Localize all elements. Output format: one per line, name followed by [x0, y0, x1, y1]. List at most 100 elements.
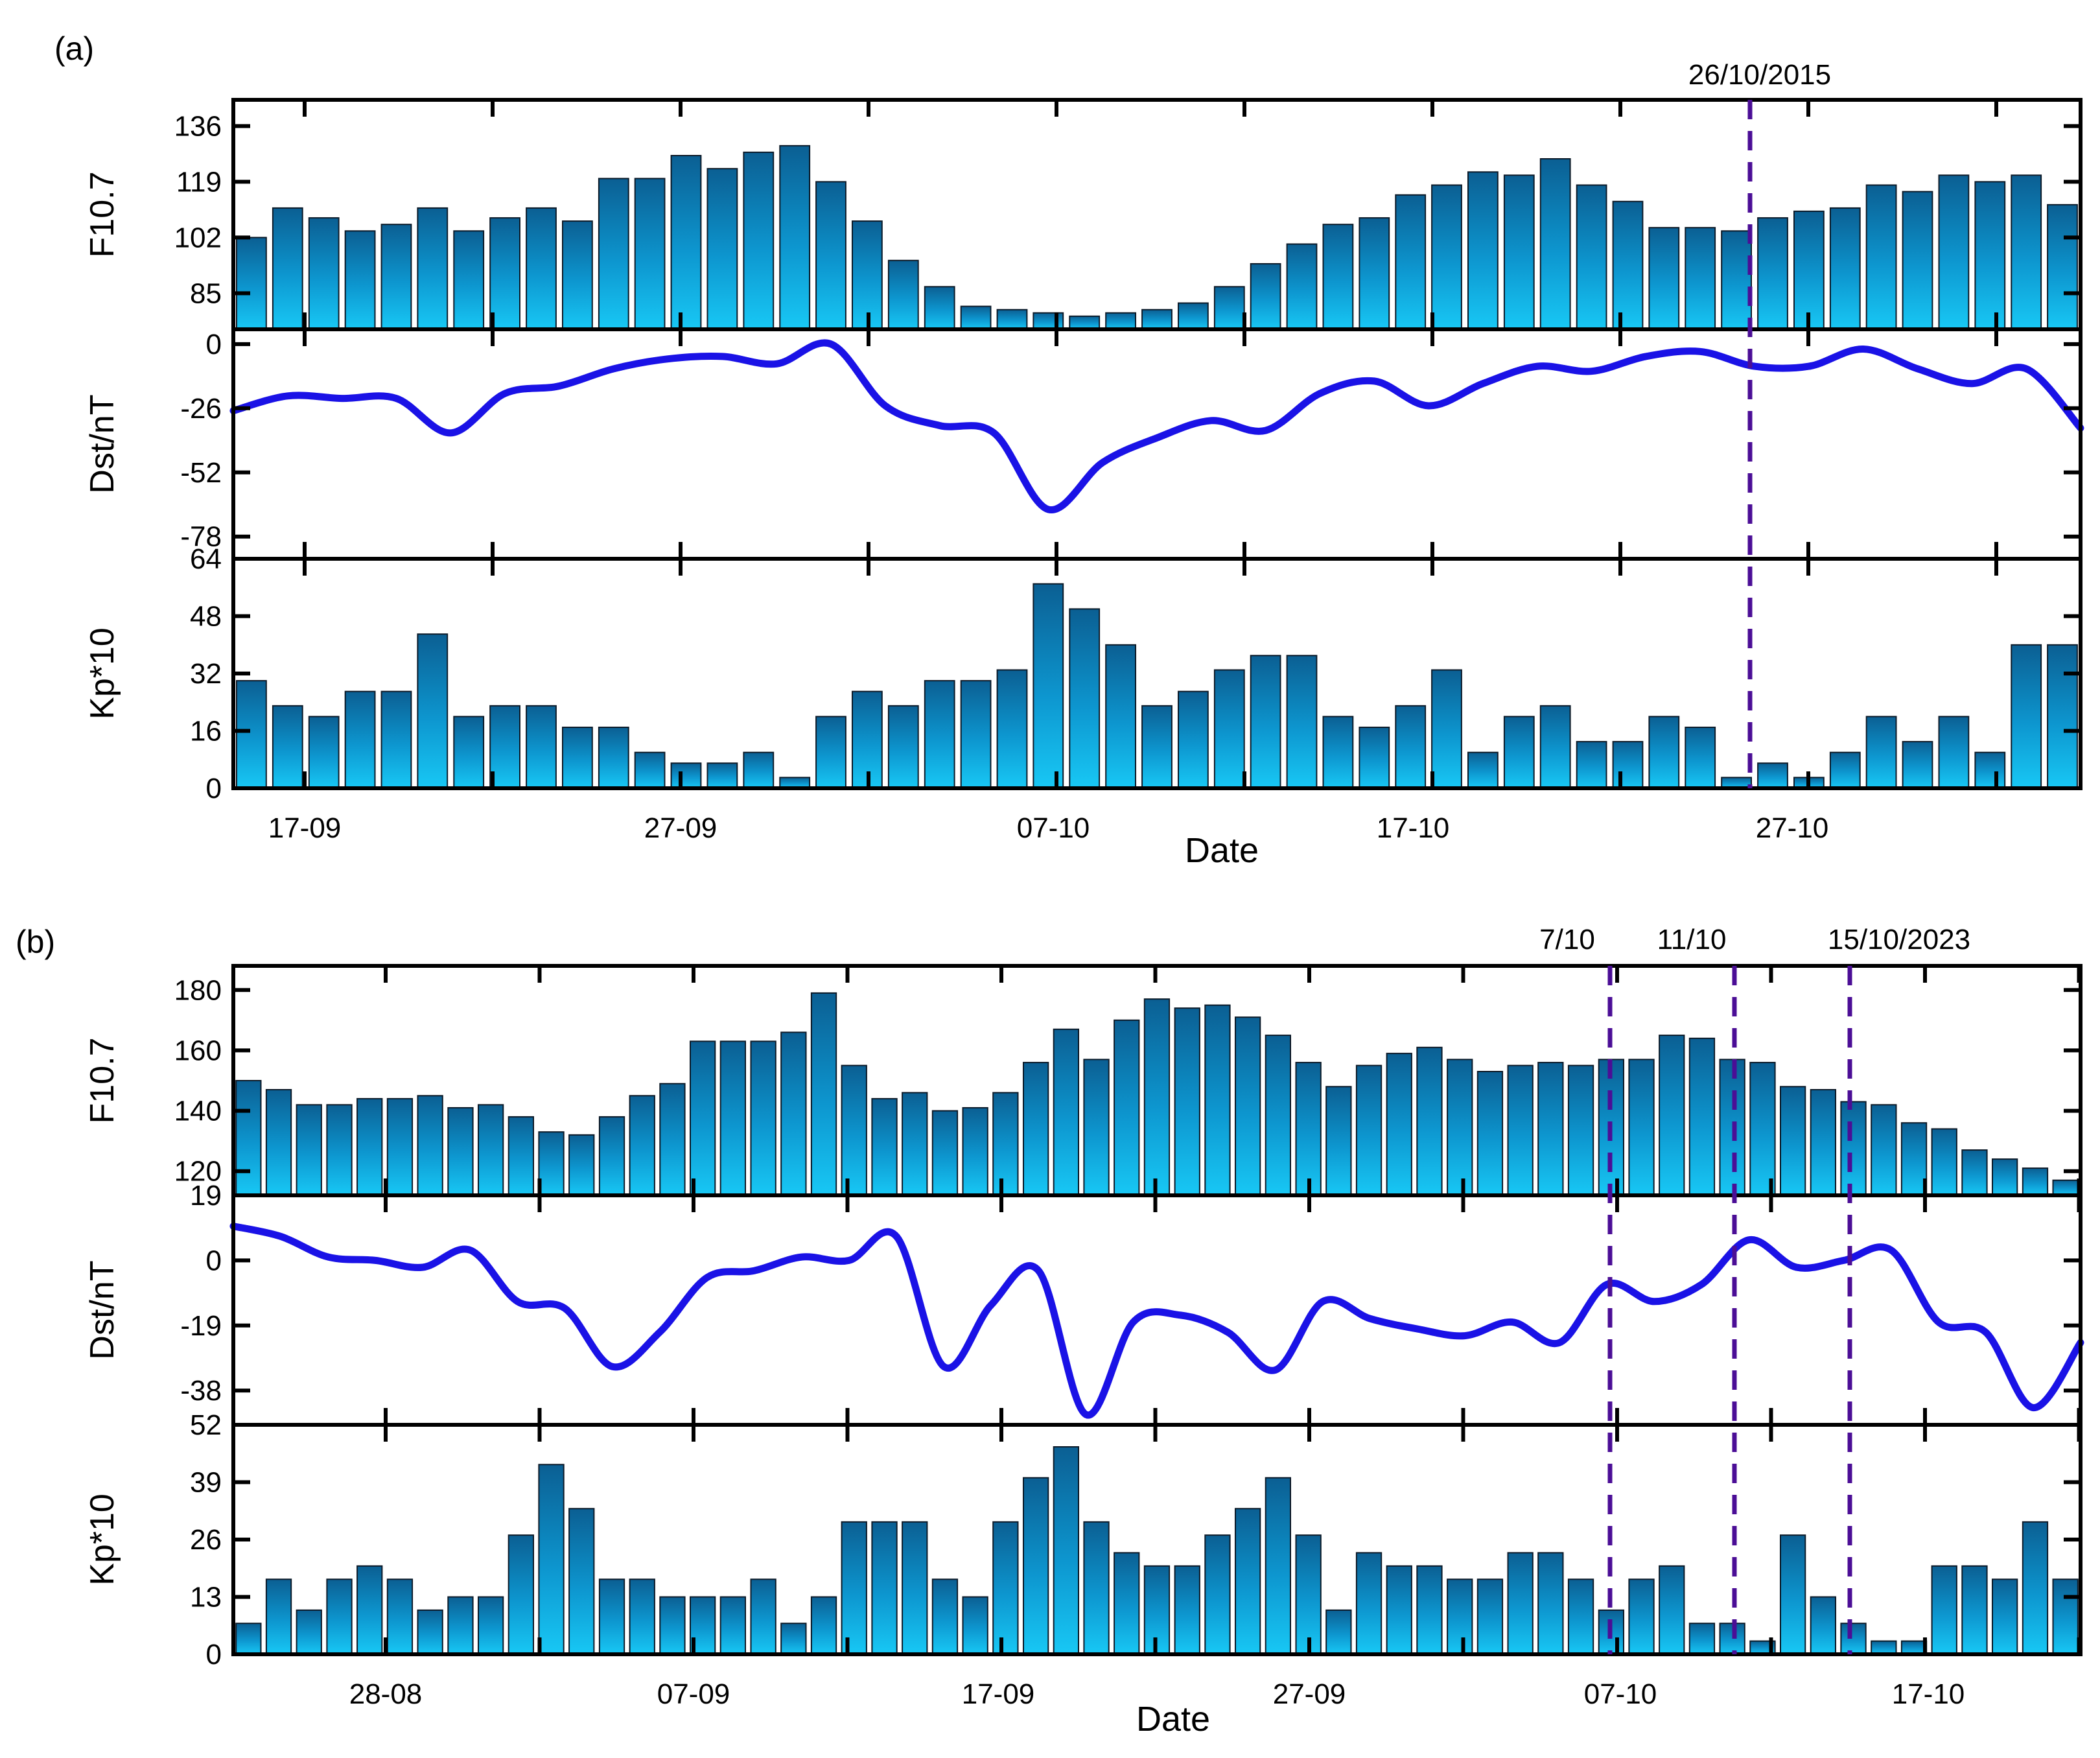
panel-b-kp-bar	[1871, 1640, 1897, 1656]
panel-a-kp-ylabel: Kp*10	[84, 627, 121, 720]
panel-b-f107-bar	[659, 1083, 686, 1196]
panel-a-f107-bar	[526, 207, 557, 330]
panel-b-f107-yticks: 120 140 160 180	[174, 974, 2081, 1188]
panel-b-f107-bar	[1780, 1086, 1806, 1197]
panel-a-x-tick-labels: 17-09 27-09 07-10 17-10 27-10	[268, 812, 1829, 844]
panel-b-kp-bar	[1628, 1578, 1655, 1656]
panel-b-kp-bar	[659, 1596, 686, 1655]
panel-a-kp-bar	[1359, 727, 1390, 789]
panel-b-kp-bar	[1992, 1578, 2018, 1656]
panel-b-f107-bar	[2052, 1179, 2079, 1196]
panel-b-f107-ytick-label: 120	[174, 1156, 222, 1188]
panel-b-f107-bar	[1900, 1122, 1928, 1196]
panel-a-f107-bar	[1902, 191, 1933, 330]
panel-b-dst-ytick-label: 19	[190, 1180, 222, 1212]
panel-b-f107-bar	[356, 1097, 383, 1197]
panel-b-f107-bar	[386, 1097, 414, 1197]
panel-b-kp-bar	[992, 1521, 1019, 1656]
panel-b-kp-bar	[235, 1623, 262, 1656]
panel-b-f107-bar	[810, 992, 837, 1197]
panel-b-event-label: 11/10	[1657, 924, 1727, 955]
panel-a-kp-bar	[1757, 762, 1788, 790]
panel-a-f107-bar	[1395, 194, 1427, 331]
panel-a-kp-bar	[272, 705, 303, 790]
panel-b-f107-bar	[326, 1104, 353, 1197]
panel-b-f107-bar	[1416, 1046, 1443, 1197]
panel-a-kp-bar	[380, 690, 412, 789]
panel-a-f107-bar	[1286, 243, 1318, 330]
panel-a-dst-ytick-label: -78	[180, 521, 222, 553]
panel-a-xlabel: Date	[1185, 831, 1259, 870]
panel-b-kp-bar	[2052, 1578, 2079, 1656]
panel-a-kp-bar	[417, 633, 449, 790]
panel-b-kp-bar	[962, 1596, 988, 1655]
panel-b-kp-bar	[902, 1521, 928, 1656]
panel-b-kp-bar	[2022, 1521, 2049, 1656]
panel-a-f107-bar	[1757, 217, 1788, 330]
panel-a-f107-bar	[924, 286, 955, 330]
panel-a-x-tick-label: 17-10	[1377, 812, 1450, 844]
panel-b-f107-bar	[1143, 998, 1171, 1196]
panel-b-kp-bars	[235, 1446, 2079, 1656]
panel-b-kp-ytick-label: 39	[190, 1467, 222, 1499]
panel-a-kp-bar	[960, 680, 992, 789]
panel-a-x-tick-label: 27-09	[644, 812, 718, 844]
panel-b-f107-bar	[1992, 1158, 2018, 1196]
panel-b-f107-bar	[1537, 1062, 1564, 1196]
panel-b-kp-subplot: 0 13 26 39 52 Kp*10	[84, 1409, 2082, 1670]
panel-a-event-label: 26/10/2015	[1688, 59, 1831, 91]
panel-a-kp-bars	[236, 583, 2078, 790]
panel-b-f107-bar	[478, 1104, 504, 1197]
panel-b-kp-bar	[871, 1521, 898, 1656]
panel-a-f107-bar	[1793, 210, 1825, 330]
panel-b-dst-line	[229, 1223, 2084, 1419]
panel-b-f107-bars	[235, 992, 2079, 1197]
panel-b-kp-bar	[568, 1508, 595, 1656]
panel-b-f107-bar	[1659, 1035, 1685, 1196]
panel-a-kp-bar	[743, 751, 775, 789]
panel-b-kp-bar	[1961, 1565, 1988, 1656]
panel-a-f107-bars	[236, 145, 2078, 331]
panel-a-kp-bar	[1539, 705, 1571, 790]
panel-a-f107-bar	[815, 181, 846, 330]
panel-b-f107-bar	[992, 1092, 1019, 1196]
panel-a-f107-bar	[634, 178, 666, 330]
panel-a-kp-bar	[2011, 644, 2042, 790]
panel-a-f107-bar	[1467, 171, 1499, 330]
panel-b-kp-bar	[1174, 1565, 1200, 1656]
panel-a-kp-bar	[1865, 716, 1897, 790]
panel-a-x-ticks	[303, 100, 1998, 788]
panel-b-f107-bar	[841, 1064, 867, 1196]
panel-b-f107-bar	[1840, 1101, 1867, 1196]
panel-b-f107-bar	[1053, 1028, 1079, 1197]
panel-b-f107-bar	[902, 1092, 928, 1196]
panel-b-kp-ytick-label: 0	[206, 1639, 222, 1670]
panel-a-f107-bar	[1539, 158, 1571, 330]
panel-b-f107-bar	[1325, 1086, 1352, 1197]
panel-b-f107-bar	[2022, 1167, 2049, 1196]
panel-b-kp-bar	[447, 1596, 474, 1655]
panel-a-f107-bar	[1685, 227, 1716, 331]
panel-a-f107-bar	[960, 305, 992, 331]
panel-a-kp-bar	[236, 680, 267, 789]
panel-a-kp-bar	[1685, 727, 1716, 789]
panel-b-kp-bar	[1355, 1552, 1382, 1655]
panel-a-kp-bar	[670, 762, 702, 790]
panel-a-x-tick-label: 27-10	[1756, 812, 1829, 844]
panel-b-f107-bar	[1931, 1128, 1957, 1196]
panel-b-kp-bar	[356, 1565, 383, 1656]
panel-a-kp-bar	[1576, 741, 1607, 789]
panel-b-f107-bar	[1447, 1059, 1473, 1197]
panel-b-kp-bar	[478, 1596, 504, 1655]
panel-a-f107-bar	[1503, 174, 1535, 330]
panel-a-kp-bar	[598, 727, 629, 789]
panel-b-f107-bar	[265, 1089, 292, 1196]
panel-b-kp-bar	[719, 1596, 746, 1655]
panel-b-f107-bar	[1749, 1062, 1776, 1196]
panel-a-f107-bar	[1359, 217, 1390, 330]
panel-a-kp-bar	[1250, 655, 1281, 789]
panel-b-kp-bar	[1447, 1578, 1473, 1656]
panel-a-kp-bar	[1503, 716, 1535, 790]
panel-a-f107-bar	[1431, 184, 1462, 330]
